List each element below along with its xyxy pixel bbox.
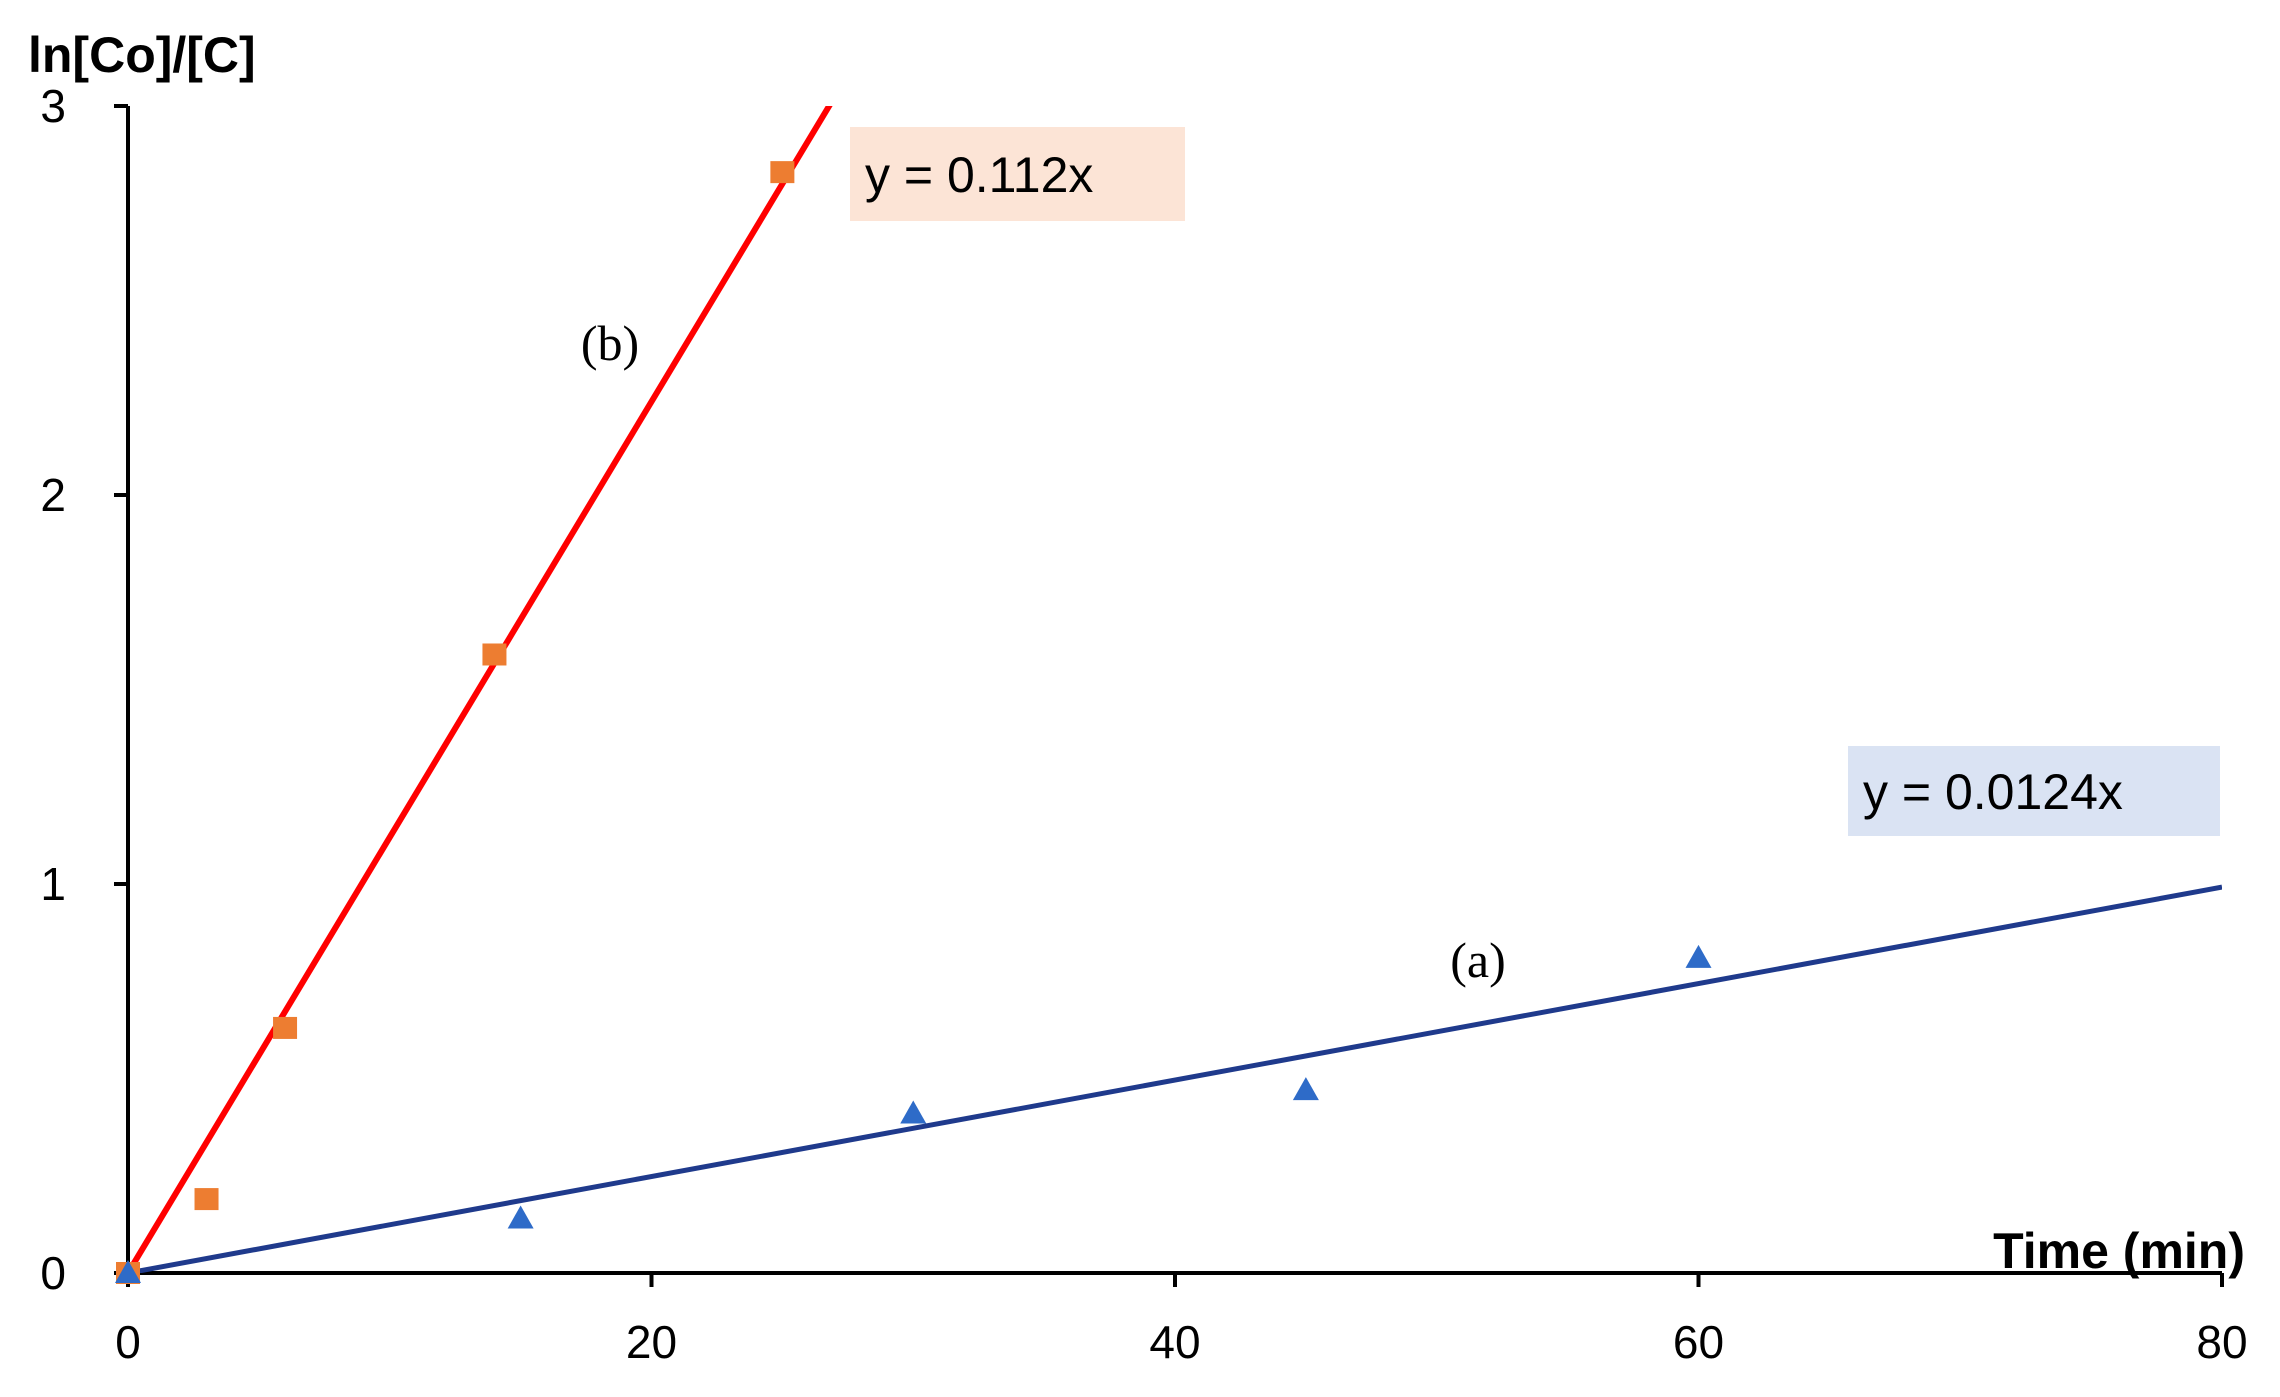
y-axis-title: ln[Co]/[C]: [28, 27, 256, 83]
x-tick-label: 20: [626, 1316, 677, 1368]
data-point-a: [115, 1260, 141, 1283]
x-tick-label: 60: [1673, 1316, 1724, 1368]
x-axis-title: Time (min): [1993, 1223, 2245, 1279]
trendline-b: [128, 106, 833, 1273]
y-tick-label: 1: [40, 858, 66, 910]
data-point-b: [273, 1016, 298, 1039]
x-tick-label: 0: [115, 1316, 141, 1368]
series-label-b: (b): [581, 315, 639, 371]
y-tick-label: 0: [40, 1247, 66, 1299]
trendlines: [128, 106, 2222, 1273]
equation-box-a: [1848, 746, 2220, 836]
series-label-a: (a): [1450, 932, 1506, 988]
data-points: [115, 161, 1712, 1284]
y-tick-label: 3: [40, 80, 66, 132]
data-point-a: [1685, 944, 1712, 968]
x-tick-label: 80: [2196, 1316, 2247, 1368]
equation-label-b: y = 0.112x: [865, 147, 1093, 203]
annotations: y = 0.112x (b) y = 0.0124x (a): [581, 127, 2220, 988]
x-tick-label: 40: [1149, 1316, 1200, 1368]
data-point-b: [770, 161, 795, 184]
axes: 0 20 40 60 80 0 1 2 3ln[Co]/[C] Time (min): [28, 27, 2248, 1368]
data-point-b: [194, 1188, 219, 1211]
equation-box-b: [850, 127, 1185, 221]
equation-label-a: y = 0.0124x: [1863, 764, 2123, 820]
trendline-a: [128, 884, 2222, 1273]
data-point-a: [900, 1100, 927, 1124]
data-point-a: [507, 1205, 534, 1229]
y-tick-label: 2: [40, 469, 66, 521]
data-point-a: [1292, 1077, 1319, 1101]
data-point-b: [482, 643, 507, 666]
